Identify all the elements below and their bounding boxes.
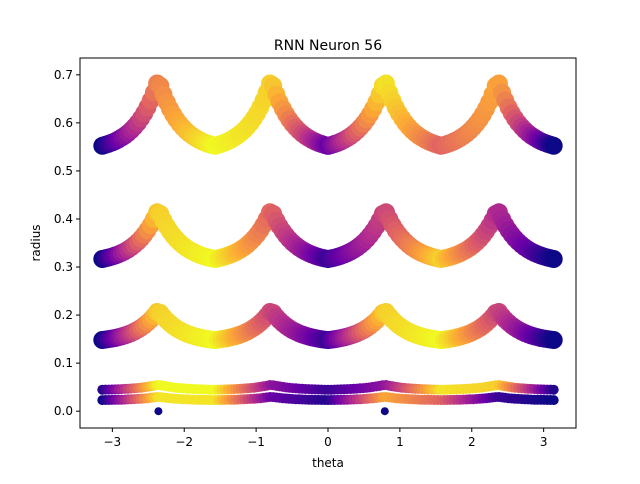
data-point (548, 384, 559, 395)
data-point (544, 331, 563, 349)
y-tick-label: 0.6 (54, 116, 73, 130)
data-point (380, 407, 389, 416)
y-tick-label: 0.5 (54, 164, 73, 178)
x-tick-label: −3 (103, 435, 121, 449)
y-tick-label: 0.4 (54, 212, 73, 226)
scatter-series (97, 392, 559, 406)
data-point (544, 250, 563, 268)
scatter-series (93, 74, 563, 155)
x-tick-label: 3 (540, 435, 548, 449)
x-tick-label: 2 (468, 435, 476, 449)
y-tick-label: 0.2 (54, 308, 73, 322)
scatter-series (93, 303, 563, 350)
y-axis-label: radius (29, 224, 43, 261)
x-tick-label: 0 (324, 435, 332, 449)
data-point (548, 395, 559, 406)
y-tick-label: 0.0 (54, 404, 73, 418)
x-tick-label: −2 (175, 435, 193, 449)
data-point (544, 136, 563, 155)
x-tick-label: −1 (247, 435, 265, 449)
y-tick-label: 0.7 (54, 68, 73, 82)
x-axis: −3 −2 −1 0 1 2 3 (103, 428, 547, 449)
scatter-series (93, 203, 563, 269)
y-tick-label: 0.1 (54, 356, 73, 370)
x-tick-label: 1 (396, 435, 404, 449)
x-axis-label: theta (312, 456, 344, 470)
y-axis: 0.0 0.1 0.2 0.3 0.4 0.5 0.6 0.7 (54, 68, 80, 418)
data-points (93, 74, 563, 416)
y-tick-label: 0.3 (54, 260, 73, 274)
scatter-series (97, 380, 559, 395)
data-point (154, 407, 163, 416)
chart-title: RNN Neuron 56 (274, 38, 382, 54)
